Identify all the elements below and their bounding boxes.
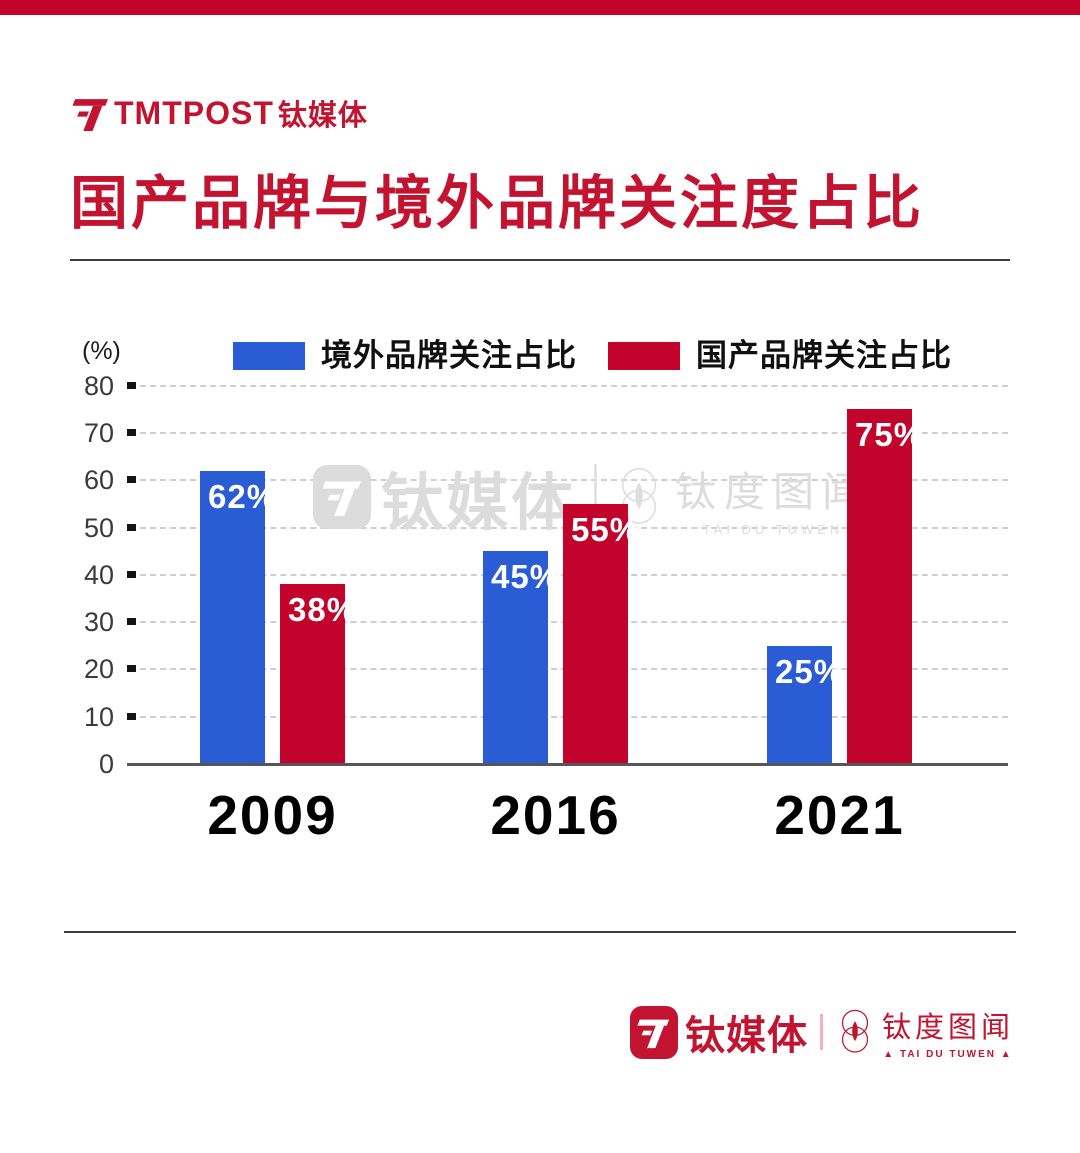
bar-2009-foreign: 62% — [200, 470, 276, 764]
footer-tuwen-en: ▲ TAI DU TUWEN ▲ — [883, 1049, 1013, 1060]
title-divider — [70, 259, 1010, 261]
watermark-divider — [594, 464, 598, 530]
bar-2021-domestic: 75% — [847, 409, 923, 764]
bar-value-label: 38% — [288, 591, 358, 629]
footer-logos: 钛媒体 钛度图闻 ▲ TAI DU TUWEN ▲ — [629, 1003, 1014, 1061]
watermark-t-icon — [313, 465, 371, 529]
footer-tuwen-cn: 钛度图闻 — [881, 1012, 1014, 1044]
legend-item-foreign: 境外品牌关注占比 — [233, 330, 577, 375]
bar-value-label: 45% — [491, 558, 561, 596]
y-axis-label-80: 80 — [83, 370, 114, 401]
y-axis-label-10: 10 — [83, 701, 114, 732]
brand-name-cn: 钛媒体 — [277, 100, 368, 132]
gridline-60 — [140, 479, 1008, 482]
y-axis-label-40: 40 — [83, 559, 114, 590]
gridline-80 — [140, 384, 1008, 387]
watermark: 钛媒体 钛度图闻 TAI DU TUWEN — [313, 452, 871, 542]
legend-swatch-foreign — [233, 341, 305, 370]
bar-2016-domestic: 55% — [563, 504, 639, 764]
bar-2021-foreign: 25% — [767, 645, 843, 764]
y-axis-tick-10 — [127, 712, 136, 720]
footer-eye-icon — [835, 1004, 875, 1060]
y-axis-tick-50 — [127, 523, 136, 531]
gridline-70 — [140, 432, 1008, 435]
bar-value-label: 75% — [855, 416, 925, 454]
x-axis-label-2021: 2021 — [774, 784, 905, 846]
footer-logo-divider — [819, 1014, 823, 1050]
y-axis-tick-30 — [127, 618, 136, 626]
top-accent-bar — [0, 0, 1080, 15]
bar-value-label: 25% — [775, 652, 845, 690]
bar-2009-domestic: 38% — [280, 584, 356, 764]
bar-value-label: 62% — [208, 477, 278, 515]
tmtpost-logo: TMTPOST 钛媒体 — [72, 92, 368, 134]
footer-brand-cn: 钛媒体 — [684, 1014, 808, 1058]
y-axis-tick-60 — [127, 476, 136, 484]
y-axis-label-0: 0 — [98, 749, 114, 779]
watermark-tuwen-en: TAI DU TUWEN — [702, 521, 844, 537]
y-axis-tick-80 — [127, 381, 136, 389]
legend-label-foreign: 境外品牌关注占比 — [321, 338, 577, 373]
watermark-tuwen-cn: 钛度图闻 — [675, 468, 872, 515]
watermark-brand-cn: 钛媒体 — [381, 469, 577, 538]
bar-2016-foreign: 45% — [483, 551, 559, 764]
y-axis-label-50: 50 — [83, 512, 114, 543]
x-axis-label-2016: 2016 — [490, 784, 621, 846]
y-axis-label-30: 30 — [83, 607, 114, 638]
y-axis-label-20: 20 — [83, 654, 114, 685]
y-axis-unit-label: (%) — [82, 337, 121, 365]
footer-t-icon — [629, 1005, 678, 1059]
y-axis-label-60: 60 — [83, 465, 114, 496]
y-axis-tick-70 — [127, 429, 136, 437]
y-axis-tick-20 — [127, 665, 136, 673]
y-axis-label-70: 70 — [83, 418, 114, 449]
y-axis-tick-40 — [127, 570, 136, 578]
legend-label-domestic: 国产品牌关注占比 — [696, 338, 952, 373]
legend-swatch-domestic — [608, 341, 680, 370]
x-axis-label-2009: 2009 — [207, 784, 338, 846]
page-title: 国产品牌与境外品牌关注度占比 — [70, 171, 925, 236]
bar-value-label: 55% — [571, 511, 641, 548]
legend-item-domestic: 国产品牌关注占比 — [608, 330, 952, 375]
brand-name-en: TMTPOST — [114, 94, 274, 131]
footer-divider — [64, 931, 1016, 933]
x-axis-baseline — [127, 763, 1008, 766]
